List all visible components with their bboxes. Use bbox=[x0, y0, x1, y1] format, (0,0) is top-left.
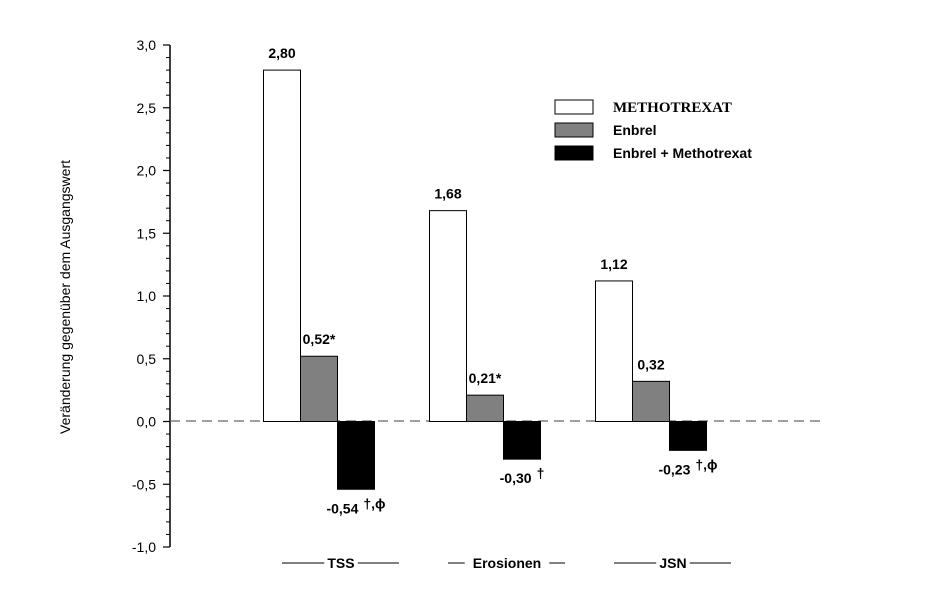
y-tick-label: 0,0 bbox=[137, 414, 157, 430]
data-label: 2,80 bbox=[268, 45, 295, 61]
y-tick-label: -0,5 bbox=[132, 476, 156, 492]
bar-enbrel-methotrexat-jsn bbox=[669, 421, 707, 451]
y-tick-label: 3,0 bbox=[137, 37, 157, 53]
bar-methotrexat-erosionen bbox=[429, 210, 467, 422]
bar-enbrel-jsn bbox=[632, 380, 670, 422]
data-label: -0,54 †,ϕ bbox=[326, 495, 385, 516]
data-label: 0,32 bbox=[637, 356, 664, 372]
y-tick-label: 1,0 bbox=[137, 288, 157, 304]
legend-swatch bbox=[554, 145, 594, 161]
y-tick-label: 2,0 bbox=[137, 163, 157, 179]
data-label: -0,30 † bbox=[500, 465, 545, 486]
data-label: 1,12 bbox=[600, 256, 627, 272]
y-tick-label: -1,0 bbox=[132, 539, 156, 555]
bar-enbrel-methotrexat-erosionen bbox=[503, 421, 541, 460]
data-label: -0,23 †,ϕ bbox=[658, 456, 717, 477]
category-label-bg bbox=[656, 553, 690, 573]
legend-label: METHOTREXAT bbox=[613, 100, 732, 116]
y-axis-title: Veränderung gegenüber dem Ausgangswert bbox=[57, 160, 73, 434]
category-label-bg bbox=[324, 553, 358, 573]
data-label: 1,68 bbox=[434, 186, 461, 202]
y-tick-label: 2,5 bbox=[137, 100, 157, 116]
legend-label: Enbrel + Methotrexat bbox=[613, 145, 752, 161]
category-label-bg bbox=[464, 553, 550, 573]
y-tick-label: 0,5 bbox=[137, 351, 157, 367]
bar-enbrel-erosionen bbox=[466, 394, 504, 422]
category-label: Erosionen bbox=[473, 555, 541, 571]
data-label: 0,21* bbox=[469, 370, 502, 386]
bar-methotrexat-jsn bbox=[595, 280, 633, 422]
legend-label: Enbrel bbox=[613, 122, 657, 138]
bar-enbrel-tss bbox=[300, 355, 338, 422]
category-label: TSS bbox=[327, 555, 354, 571]
category-label: JSN bbox=[659, 555, 686, 571]
bar-enbrel-methotrexat-tss bbox=[337, 421, 375, 490]
legend-swatch bbox=[554, 99, 594, 115]
bar-methotrexat-tss bbox=[263, 69, 301, 422]
data-label: 0,52* bbox=[303, 331, 336, 347]
y-tick-label: 1,5 bbox=[137, 225, 157, 241]
legend-swatch bbox=[554, 122, 594, 138]
